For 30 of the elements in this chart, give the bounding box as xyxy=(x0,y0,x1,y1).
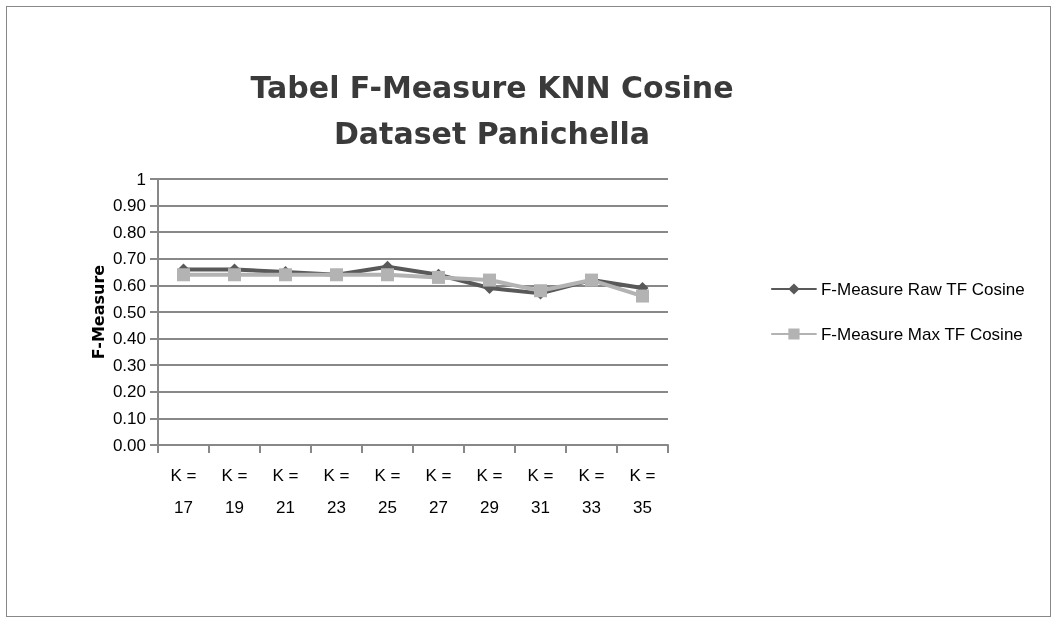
point xyxy=(483,273,496,287)
point xyxy=(228,268,241,282)
y-tick-label: 0.80 xyxy=(112,222,146,242)
x-tick-label: K = 31 xyxy=(527,465,554,517)
point xyxy=(177,268,190,282)
y-tick-label: 0.70 xyxy=(112,249,146,269)
y-tick-label: 0.90 xyxy=(112,196,146,216)
y-tick-label: 0.60 xyxy=(112,275,146,295)
y-axis-title: F-Measure xyxy=(88,264,108,360)
x-tick-label: K = 29 xyxy=(476,465,503,517)
point xyxy=(381,268,394,282)
point xyxy=(636,289,649,303)
x-tick-label: K = 27 xyxy=(425,465,452,517)
legend-label: F-Measure Raw TF Cosine xyxy=(820,279,1025,299)
x-tick-label: K = 35 xyxy=(629,465,656,517)
x-tick-label: K = 23 xyxy=(323,465,350,517)
y-tick-label: 0.20 xyxy=(112,382,146,402)
legend-label: F-Measure Max TF Cosine xyxy=(820,324,1023,344)
y-tick-label: 0.00 xyxy=(112,435,146,455)
x-tick-label: K = 19 xyxy=(221,465,248,517)
chart-title: Tabel F-Measure KNN Cosine Dataset Panichella xyxy=(250,69,734,151)
x-tick-label: K = 25 xyxy=(374,465,401,517)
y-tick-label: 0.40 xyxy=(112,329,146,349)
x-tick-label: K = 33 xyxy=(578,465,605,517)
y-tick-label: 0.30 xyxy=(112,355,146,375)
x-tick-label: K = 17 xyxy=(170,465,197,517)
y-tick-label: 0.10 xyxy=(112,408,146,428)
y-tick-label: 0.50 xyxy=(112,302,146,322)
y-tick-label: 1 xyxy=(136,169,146,189)
x-tick-label: K = 21 xyxy=(272,465,299,517)
